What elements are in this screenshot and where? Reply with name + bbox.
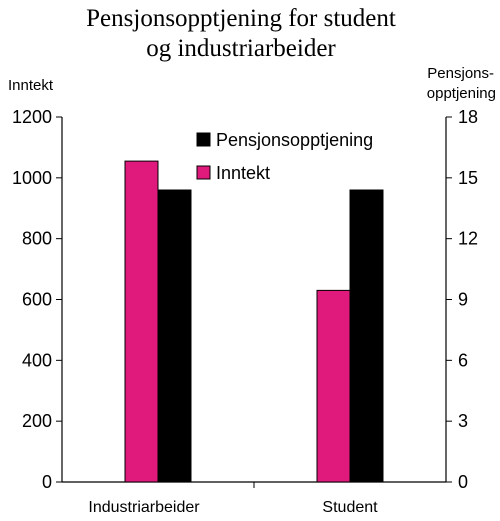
- chart-title-line-1: Pensjonsopptjening for student: [86, 5, 396, 32]
- left-tick-label: 400: [22, 350, 52, 370]
- right-axis-title-line-1: Pensjons-: [427, 65, 494, 82]
- x-category-label: Industriarbeider: [88, 499, 200, 516]
- plot-area: 0 200 400 600 800 1000 1200 0 3 6 9 12 15 18 Industria…: [12, 107, 478, 516]
- right-tick-label: 9: [458, 290, 468, 310]
- left-tick-label: 200: [22, 411, 52, 431]
- left-tick-label: 1000: [12, 168, 52, 188]
- right-tick-label: 0: [458, 472, 468, 492]
- bar-inntekt: [124, 160, 159, 483]
- legend-swatch: [196, 132, 211, 147]
- right-tick-label: 6: [458, 350, 468, 370]
- left-axis-title: Inntekt: [8, 77, 54, 94]
- x-category-label: Student: [322, 499, 378, 516]
- bar-pensjonsopptjening: [349, 189, 384, 483]
- right-tick-label: 18: [458, 107, 478, 127]
- right-axis-title-line-2: opptjening: [427, 85, 496, 102]
- right-tick-label: 3: [458, 411, 468, 431]
- left-tick-label: 0: [42, 472, 52, 492]
- legend-label: Inntekt: [216, 163, 270, 183]
- legend-swatch: [196, 165, 211, 180]
- legend-label: Pensjonsopptjening: [216, 130, 373, 150]
- left-tick-label: 800: [22, 229, 52, 249]
- right-tick-label: 12: [458, 229, 478, 249]
- bar-inntekt: [316, 289, 351, 483]
- bar-pensjonsopptjening: [157, 189, 192, 483]
- chart-title-line-2: og industriarbeider: [146, 35, 336, 62]
- left-tick-label: 1200: [12, 107, 52, 127]
- right-tick-label: 15: [458, 168, 478, 188]
- left-tick-label: 600: [22, 290, 52, 310]
